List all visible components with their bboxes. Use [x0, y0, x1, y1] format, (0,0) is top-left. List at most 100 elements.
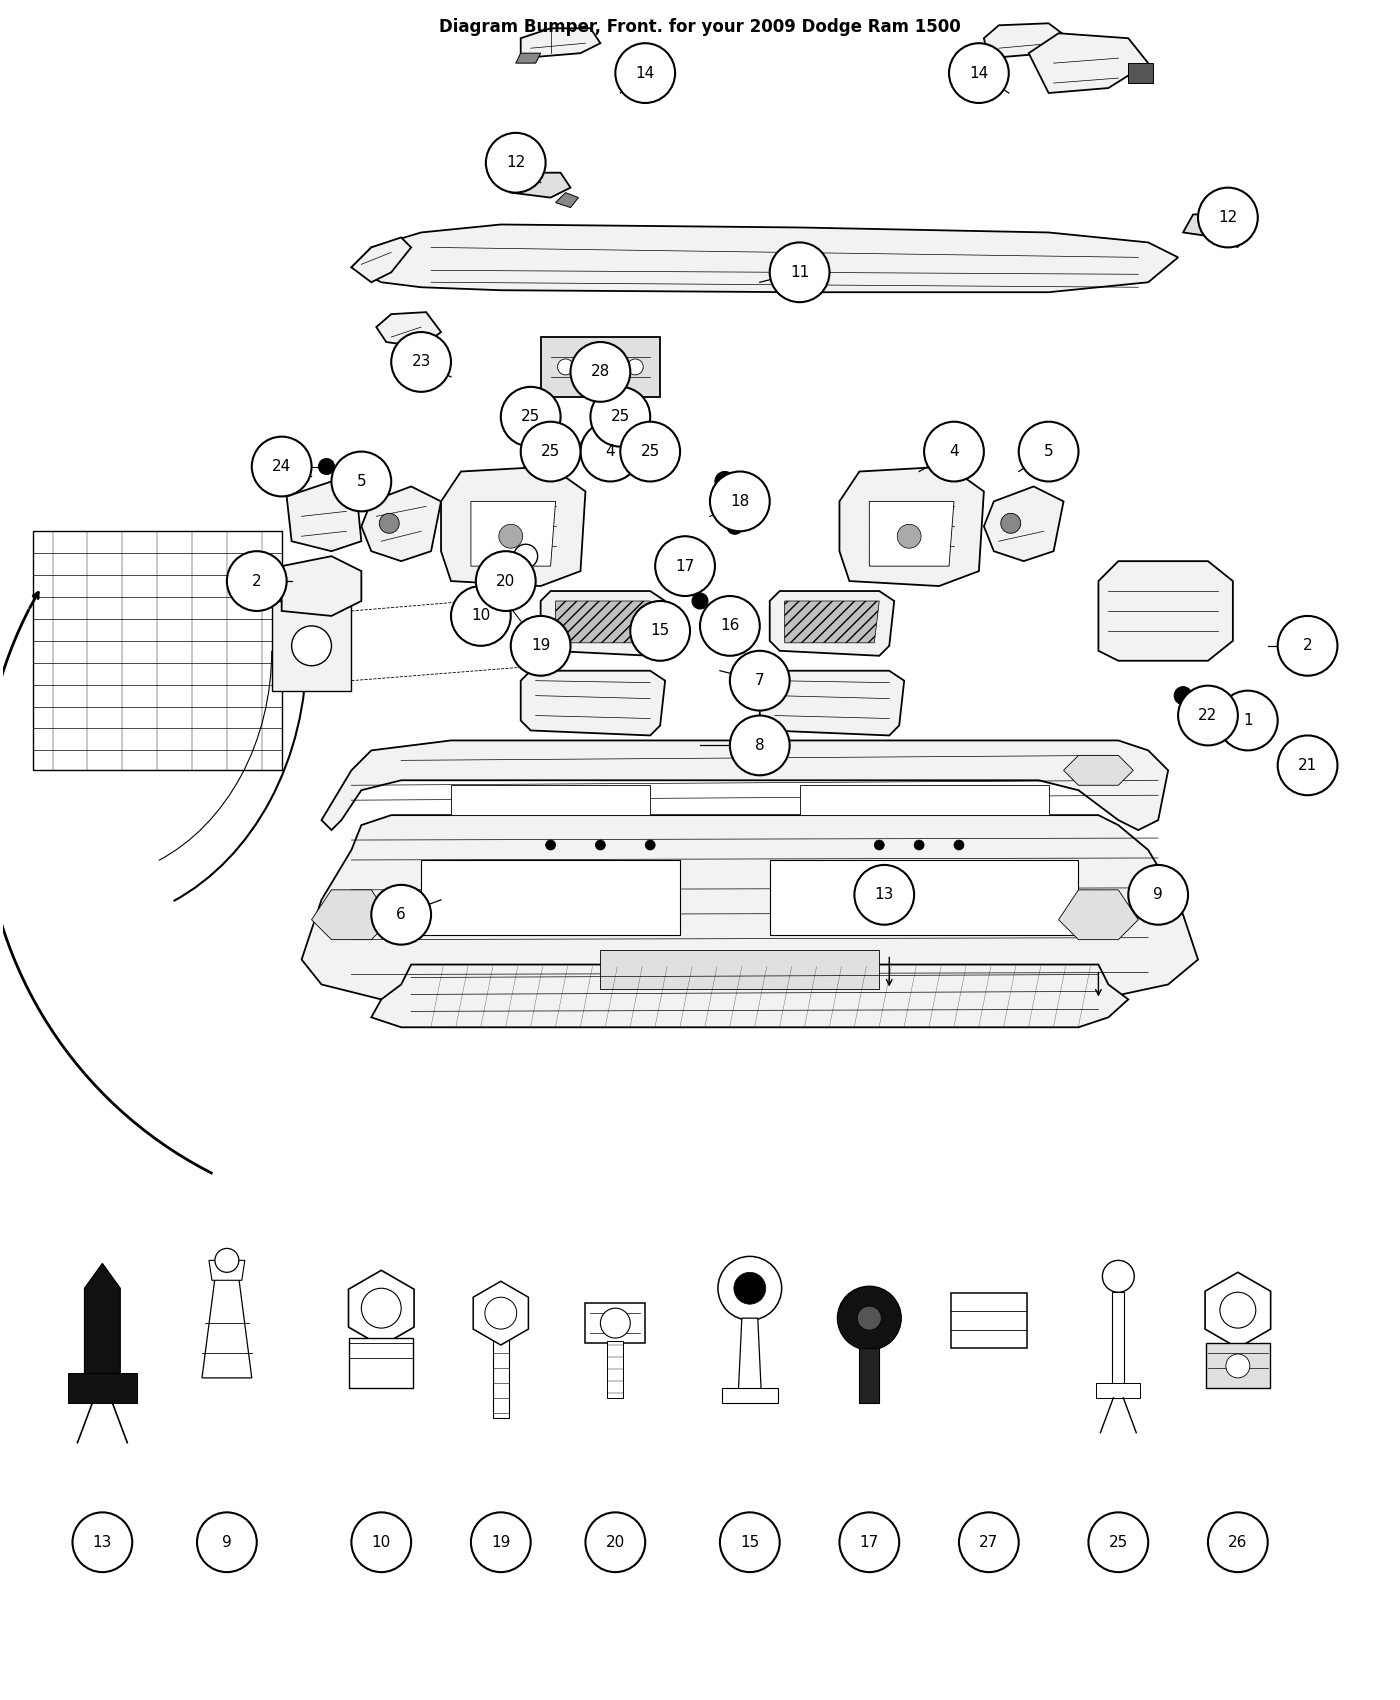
Circle shape: [332, 452, 391, 512]
Polygon shape: [1064, 755, 1133, 785]
Text: 25: 25: [610, 410, 630, 425]
Circle shape: [361, 1289, 402, 1328]
Circle shape: [291, 626, 332, 666]
Circle shape: [484, 1297, 517, 1329]
Circle shape: [949, 42, 1009, 104]
Circle shape: [687, 575, 703, 592]
Circle shape: [501, 388, 560, 447]
Text: 14: 14: [636, 66, 655, 80]
Circle shape: [700, 597, 760, 656]
Polygon shape: [770, 860, 1078, 935]
Text: 6: 6: [396, 908, 406, 921]
Polygon shape: [770, 592, 895, 656]
Circle shape: [371, 886, 431, 945]
Text: 27: 27: [979, 1535, 998, 1550]
Text: 22: 22: [1198, 707, 1218, 722]
Circle shape: [1226, 1353, 1250, 1379]
Polygon shape: [32, 532, 281, 770]
Text: 11: 11: [790, 265, 809, 280]
Text: 5: 5: [357, 474, 367, 490]
Text: 16: 16: [720, 619, 739, 634]
Text: 21: 21: [1298, 758, 1317, 774]
Circle shape: [571, 342, 630, 401]
Polygon shape: [738, 1318, 762, 1402]
Polygon shape: [202, 1278, 252, 1379]
Text: 4: 4: [606, 444, 615, 459]
Circle shape: [546, 840, 556, 850]
Circle shape: [591, 388, 650, 447]
Circle shape: [718, 1256, 781, 1321]
Circle shape: [854, 865, 914, 925]
Text: 13: 13: [875, 887, 895, 903]
Text: Diagram Bumper, Front. for your 2009 Dodge Ram 1500: Diagram Bumper, Front. for your 2009 Dod…: [440, 19, 960, 36]
Text: 26: 26: [1228, 1535, 1247, 1550]
Circle shape: [875, 840, 885, 850]
Text: 18: 18: [731, 495, 749, 508]
Circle shape: [379, 513, 399, 534]
Circle shape: [630, 602, 690, 661]
Circle shape: [1278, 615, 1337, 675]
Circle shape: [498, 524, 522, 547]
Text: 15: 15: [651, 624, 669, 639]
Circle shape: [594, 384, 608, 399]
Circle shape: [959, 1513, 1019, 1572]
Circle shape: [620, 422, 680, 481]
Polygon shape: [585, 1304, 645, 1343]
Polygon shape: [1205, 1272, 1271, 1348]
Polygon shape: [840, 466, 984, 586]
Text: 4: 4: [949, 444, 959, 459]
Polygon shape: [67, 1374, 137, 1402]
Circle shape: [581, 422, 640, 481]
Circle shape: [953, 840, 965, 850]
Polygon shape: [515, 53, 540, 63]
Text: 12: 12: [1218, 211, 1238, 224]
Circle shape: [511, 615, 571, 675]
Polygon shape: [799, 785, 1049, 814]
Circle shape: [710, 471, 770, 532]
Circle shape: [470, 1513, 531, 1572]
Circle shape: [514, 544, 538, 568]
Circle shape: [645, 605, 665, 626]
Circle shape: [897, 524, 921, 547]
Polygon shape: [860, 1348, 879, 1402]
Text: 24: 24: [272, 459, 291, 474]
Polygon shape: [521, 29, 601, 58]
Circle shape: [546, 649, 566, 668]
Circle shape: [675, 536, 694, 556]
Circle shape: [840, 1513, 899, 1572]
Circle shape: [521, 422, 581, 481]
Polygon shape: [322, 741, 1168, 830]
Text: 17: 17: [675, 559, 694, 573]
Polygon shape: [312, 889, 391, 940]
Circle shape: [197, 1513, 256, 1572]
Polygon shape: [540, 592, 665, 656]
Polygon shape: [470, 502, 556, 566]
Polygon shape: [350, 1338, 413, 1387]
Circle shape: [557, 359, 574, 376]
Circle shape: [1019, 422, 1078, 481]
Circle shape: [1128, 865, 1189, 925]
Circle shape: [857, 1306, 881, 1329]
Polygon shape: [209, 1260, 245, 1280]
Circle shape: [391, 332, 451, 391]
Polygon shape: [521, 672, 665, 736]
Polygon shape: [1113, 1292, 1124, 1397]
Polygon shape: [1099, 561, 1233, 661]
Circle shape: [1219, 1292, 1256, 1328]
Polygon shape: [1183, 212, 1238, 238]
Circle shape: [837, 1287, 902, 1350]
Polygon shape: [556, 192, 578, 207]
Circle shape: [720, 1513, 780, 1572]
Polygon shape: [351, 238, 412, 282]
Polygon shape: [601, 950, 879, 989]
Polygon shape: [377, 313, 441, 347]
Text: 8: 8: [755, 738, 764, 753]
Polygon shape: [869, 502, 953, 566]
Circle shape: [601, 1309, 630, 1338]
Polygon shape: [421, 860, 680, 935]
Circle shape: [715, 471, 735, 491]
Polygon shape: [84, 1263, 120, 1379]
Polygon shape: [722, 1387, 777, 1402]
Circle shape: [73, 1513, 132, 1572]
Circle shape: [216, 1248, 239, 1272]
